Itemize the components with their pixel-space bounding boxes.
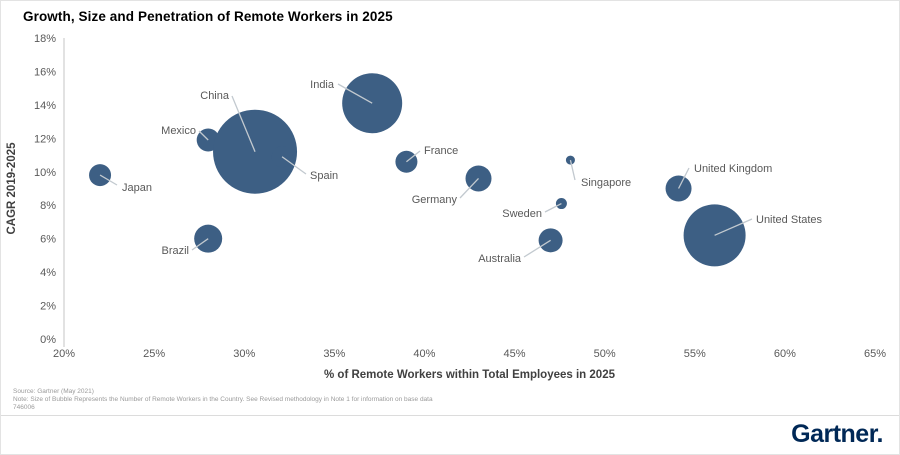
y-tick-label: 14% xyxy=(34,100,56,112)
source-text: Source: Gartner (May 2021) xyxy=(13,388,94,395)
x-tick-label: 50% xyxy=(594,348,616,360)
leader-line-brazil xyxy=(191,238,209,251)
x-tick-label: 60% xyxy=(774,348,796,360)
x-tick-label: 25% xyxy=(143,348,165,360)
bubble-label-sweden: Sweden xyxy=(502,208,542,220)
leader-line-france xyxy=(406,150,421,163)
leader-line-germany xyxy=(459,178,479,199)
x-tick-label: 40% xyxy=(413,348,435,360)
bubble-label-spain: Spain xyxy=(310,170,338,182)
footer-divider xyxy=(1,415,899,416)
leader-line-mexico xyxy=(198,130,209,141)
bubble-label-brazil: Brazil xyxy=(161,245,189,257)
footer-notes: Source: Gartner (May 2021) Note: Size of… xyxy=(13,388,633,412)
y-tick-label: 0% xyxy=(40,334,56,346)
chart-title: Growth, Size and Penetration of Remote W… xyxy=(23,9,393,24)
bubble-label-united-states: United States xyxy=(756,214,823,226)
y-tick-label: 10% xyxy=(34,167,56,179)
x-tick-label: 30% xyxy=(233,348,255,360)
leader-line-china xyxy=(231,95,256,152)
leader-line-japan xyxy=(99,174,118,186)
bubble-label-china: China xyxy=(200,90,230,102)
y-tick-label: 8% xyxy=(40,200,56,212)
y-tick-label: 12% xyxy=(34,133,56,145)
y-tick-label: 2% xyxy=(40,301,56,313)
x-tick-label: 35% xyxy=(323,348,345,360)
leader-line-sweden xyxy=(544,202,562,213)
y-axis-title: CAGR 2019-2025 xyxy=(6,142,18,235)
x-tick-label: 65% xyxy=(864,348,886,360)
x-tick-label: 45% xyxy=(504,348,526,360)
bubble-label-india: India xyxy=(310,79,335,91)
note-text: Note: Size of Bubble Represents the Numb… xyxy=(13,396,433,403)
bubble-label-australia: Australia xyxy=(478,253,522,265)
leader-line-spain xyxy=(281,156,307,175)
bubble-label-mexico: Mexico xyxy=(161,125,196,137)
x-axis-title: % of Remote Workers within Total Employe… xyxy=(324,369,616,381)
bubble-label-germany: Germany xyxy=(412,194,458,206)
bubble-india xyxy=(342,73,403,134)
doc-id: 746006 xyxy=(13,404,35,411)
leader-line-australia xyxy=(523,239,551,258)
bubble-label-france: France xyxy=(424,145,458,157)
leader-line-united-kingdom xyxy=(677,167,690,189)
bubble-label-united-kingdom: United Kingdom xyxy=(694,163,772,175)
leader-line-india xyxy=(337,83,373,104)
leader-line-singapore xyxy=(569,159,576,181)
x-tick-label: 55% xyxy=(684,348,706,360)
gartner-logo: Gartner. xyxy=(791,420,883,448)
bubble-label-singapore: Singapore xyxy=(581,177,631,189)
y-tick-label: 16% xyxy=(34,66,56,78)
bubble-chart: 0% 2% 4% 6% 8% 10% 12% 14% 16% 18% 20% 25% 30% 35% 40%… xyxy=(6,33,886,381)
y-tick-label: 4% xyxy=(40,267,56,279)
y-tick-label: 6% xyxy=(40,234,56,246)
bubble-label-japan: Japan xyxy=(122,182,152,194)
x-tick-label: 20% xyxy=(53,348,75,360)
y-tick-label: 18% xyxy=(34,33,56,45)
leader-line-united-states xyxy=(714,218,753,236)
